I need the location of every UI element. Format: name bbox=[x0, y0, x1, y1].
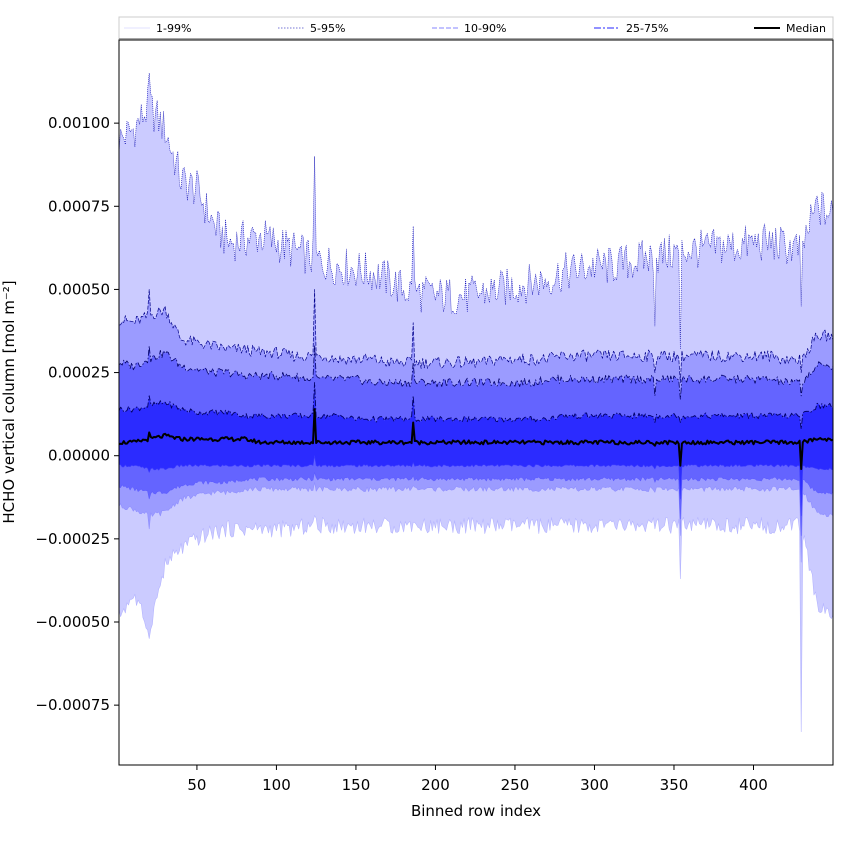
band-25-75 bbox=[119, 382, 833, 516]
x-axis: 50 100 150 200 250 300 350 400 bbox=[187, 765, 768, 794]
y-tick-label: 0.00100 bbox=[48, 114, 110, 132]
y-axis-label: HCHO vertical column [mol m⁻²] bbox=[0, 280, 18, 523]
legend-label-5-95: 5-95% bbox=[310, 22, 345, 35]
legend: 1-99% 5-95% 10-90% 25-75% Median bbox=[118, 16, 834, 40]
line-p99 bbox=[119, 72, 833, 350]
legend-label-1-99: 1-99% bbox=[156, 22, 191, 35]
line-p75 bbox=[119, 382, 833, 430]
legend-label-25-75: 25-75% bbox=[626, 22, 668, 35]
x-tick-label: 100 bbox=[262, 776, 291, 794]
legend-label-10-90: 10-90% bbox=[464, 22, 506, 35]
x-tick-label: 400 bbox=[739, 776, 768, 794]
legend-label-median: Median bbox=[786, 22, 826, 35]
x-tick-label: 150 bbox=[342, 776, 371, 794]
x-tick-label: 250 bbox=[501, 776, 530, 794]
x-tick-label: 300 bbox=[580, 776, 609, 794]
line-p25 bbox=[119, 455, 833, 516]
line-p95 bbox=[119, 289, 833, 383]
x-axis-label: Binned row index bbox=[411, 802, 541, 820]
plot-frame bbox=[118, 39, 834, 766]
percentile-lines bbox=[119, 72, 833, 733]
x-tick-label: 200 bbox=[421, 776, 450, 794]
y-axis: 0.00100 0.00075 0.00050 0.00025 0.00000 −0.00… bbox=[35, 114, 119, 714]
y-tick-label: 0.00000 bbox=[48, 447, 110, 465]
line-p10 bbox=[119, 472, 833, 536]
y-tick-label: −0.00050 bbox=[35, 613, 110, 631]
y-tick-label: 0.00025 bbox=[48, 364, 110, 382]
x-tick-label: 350 bbox=[660, 776, 689, 794]
line-median bbox=[119, 408, 833, 471]
y-tick-label: −0.00025 bbox=[35, 530, 110, 548]
x-tick-label: 50 bbox=[187, 776, 206, 794]
line-p05 bbox=[119, 482, 833, 563]
line-p90 bbox=[119, 345, 833, 400]
y-tick-label: −0.00075 bbox=[35, 696, 110, 714]
line-p01 bbox=[119, 515, 833, 733]
y-tick-label: 0.00075 bbox=[48, 197, 110, 215]
y-tick-label: 0.00050 bbox=[48, 280, 110, 298]
